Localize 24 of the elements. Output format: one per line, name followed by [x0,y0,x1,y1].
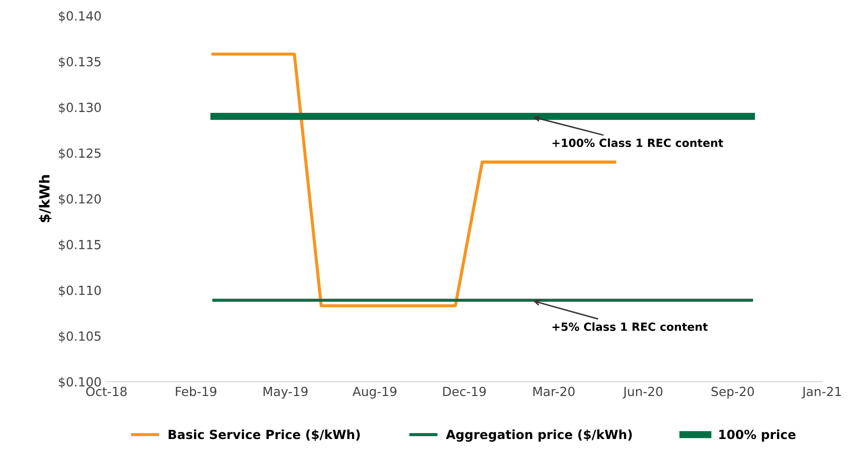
x-tick-label: Jun-20 [622,386,662,399]
y-tick-label: $0.120 [58,194,101,206]
legend-label: 100% price [719,429,796,442]
annotation: +5% Class 1 REC content [552,322,708,331]
x-tick-label: Dec-19 [443,386,486,396]
y-tick-label: $0.125 [58,148,101,160]
y-tick-label: $0.140 [58,10,101,22]
x-tick-label: Jan-21 [802,386,841,399]
y-tick-label: $0.135 [58,56,101,68]
legend-label: Aggregation price ($/kWh) [446,429,632,442]
y-tick-label: $0.115 [58,240,101,252]
y-tick-label: $0.110 [58,285,101,297]
x-tick-label: Feb-19 [176,386,216,396]
x-tick-label: May-19 [264,386,308,399]
y-tick-label: $0.130 [58,102,101,114]
y-tick-label: $0.105 [58,331,101,342]
x-tick-label: Sep-20 [712,386,754,399]
annotation: +100% Class 1 REC content [552,138,724,148]
y-tick-label: $0.100 [58,376,101,388]
x-tick-label: Oct-18 [86,386,127,396]
legend-label: Basic Service Price ($/kWh) [168,429,360,441]
y-axis-title: $/kWh [38,175,52,222]
x-tick-label: Aug-19 [352,386,396,399]
x-tick-label: Mar-20 [533,386,575,396]
